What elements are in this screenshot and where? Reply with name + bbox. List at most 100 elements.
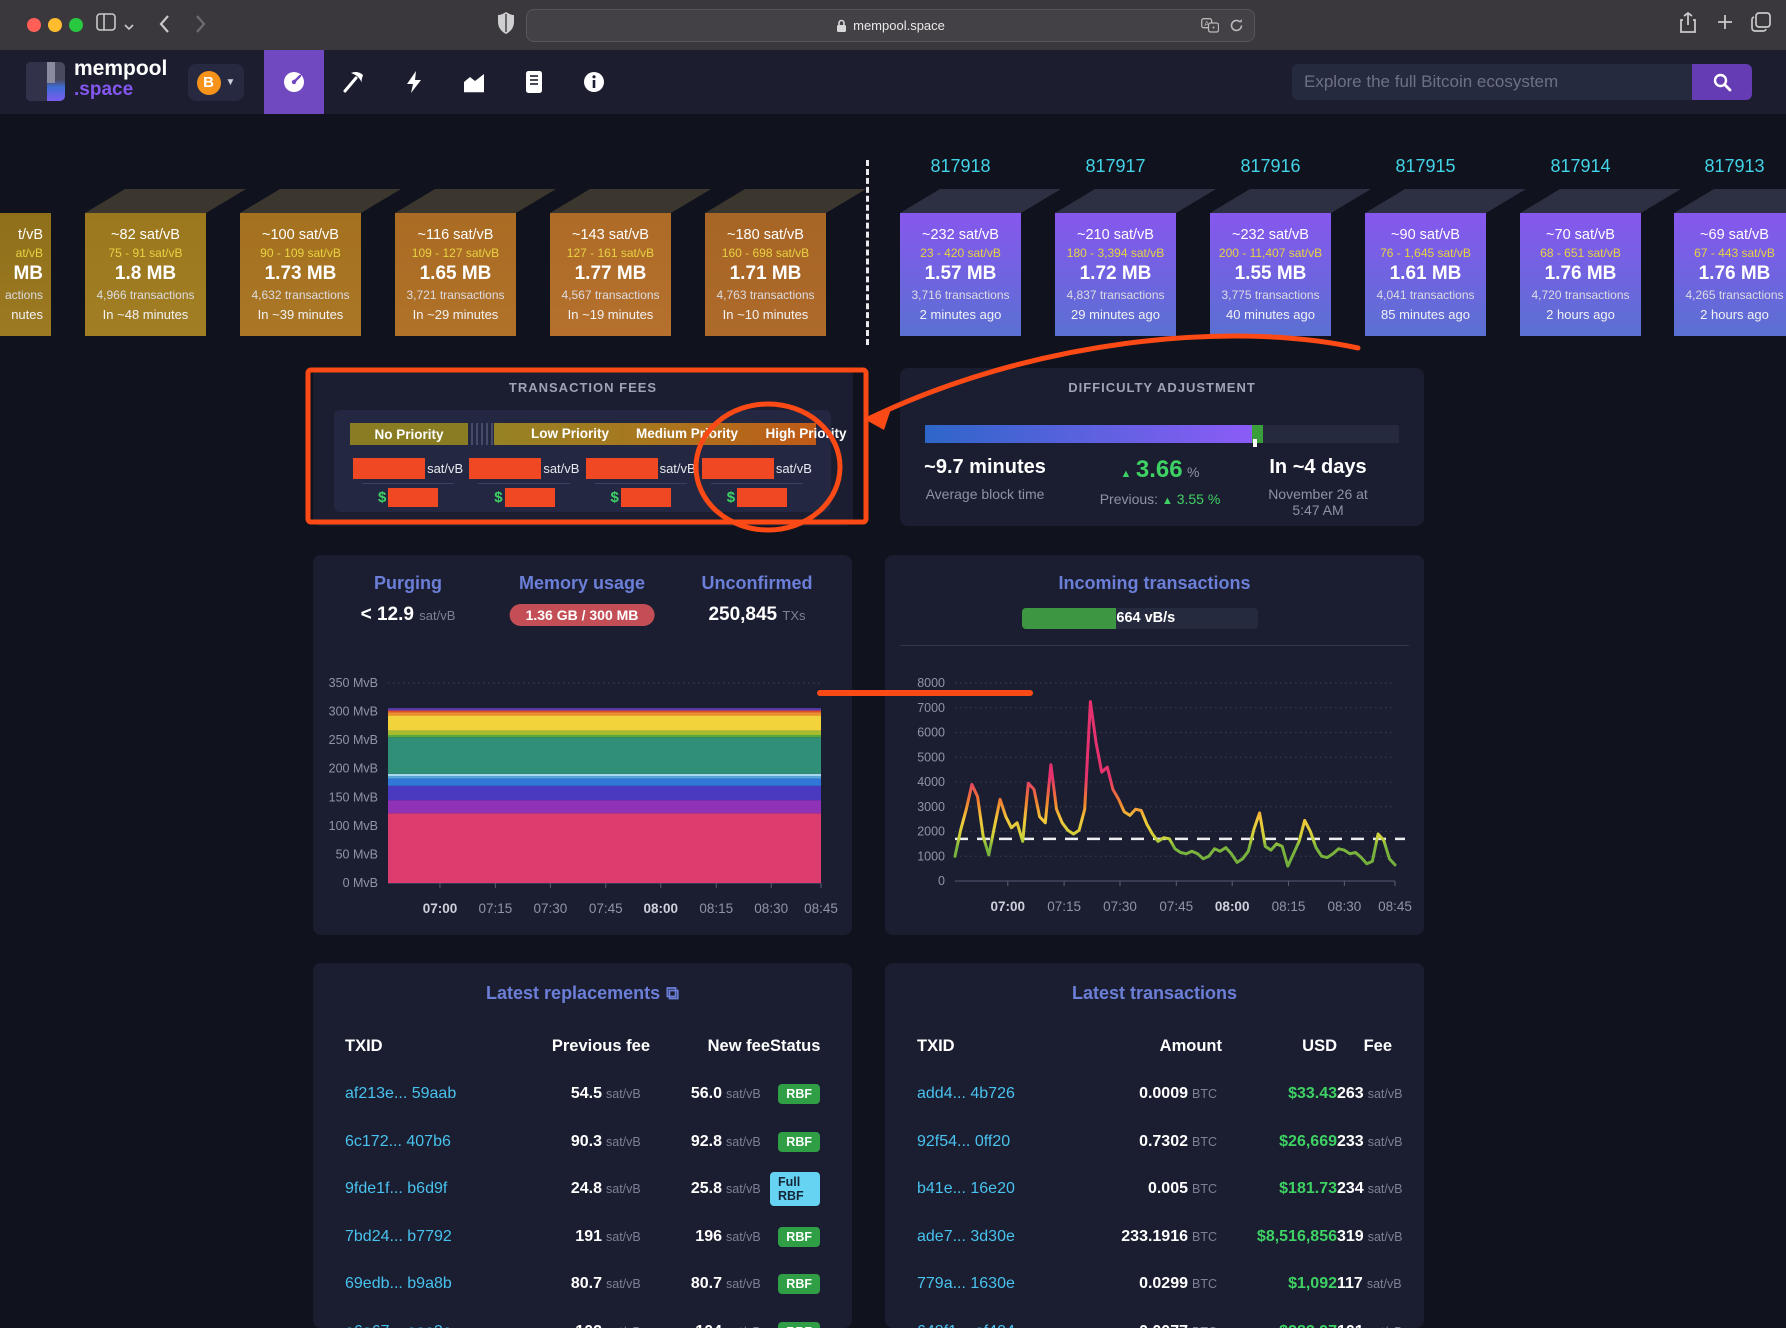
txid-link[interactable]: 6c172... 407b6 bbox=[345, 1132, 451, 1150]
brand-text[interactable]: mempool .space bbox=[74, 57, 167, 100]
mined-block[interactable]: ~70 sat/vB 68 - 651 sat/vB 1.76 MB 4,720… bbox=[1520, 189, 1681, 336]
translate-icon[interactable]: A bbox=[1201, 18, 1219, 33]
tab-lightning[interactable] bbox=[384, 50, 444, 114]
table-row[interactable]: 9fde1f... b6d9f 24.8 sat/vB 25.8 sat/vB Fu… bbox=[345, 1166, 820, 1214]
block-height-link[interactable]: 817915 bbox=[1395, 156, 1456, 176]
forward-icon[interactable] bbox=[195, 14, 207, 39]
svg-text:350 MvB: 350 MvB bbox=[329, 676, 378, 690]
svg-text:08:15: 08:15 bbox=[1272, 899, 1306, 914]
incoming-title[interactable]: Incoming transactions bbox=[1058, 573, 1251, 593]
pending-block[interactable]: ~100 sat/vB 90 - 109 sat/vB 1.73 MB 4,63… bbox=[240, 189, 401, 336]
status-badge: Full RBF bbox=[770, 1172, 820, 1207]
tab-graphs[interactable] bbox=[444, 50, 504, 114]
table-row[interactable]: 69edb... b9a8b 80.7 sat/vB 80.7 sat/vB RBF bbox=[345, 1261, 820, 1309]
area-chart-icon bbox=[464, 74, 484, 93]
tabs-overview-icon[interactable] bbox=[1751, 12, 1771, 37]
txid-link[interactable]: 69edb... b9a8b bbox=[345, 1275, 452, 1293]
table-row[interactable]: 648f1... ef404 0.0077BTC $282.97 101sat/… bbox=[917, 1308, 1402, 1328]
nav-tabs bbox=[264, 50, 624, 114]
txid-link[interactable]: 9fde1f... b6d9f bbox=[345, 1180, 448, 1198]
share-icon[interactable] bbox=[1679, 11, 1697, 39]
mined-block[interactable]: ~210 sat/vB 180 - 3,394 sat/vB 1.72 MB 4… bbox=[1055, 189, 1216, 336]
redaction-box bbox=[585, 458, 658, 479]
sidebar-icon[interactable] bbox=[96, 13, 116, 36]
block-height-link[interactable]: 817916 bbox=[1240, 156, 1301, 176]
table-row[interactable]: 92f54... 0ff20 0.7302 BTC $26,669 233 sat/… bbox=[917, 1132, 1403, 1150]
tab-dashboard[interactable] bbox=[264, 50, 324, 114]
mempool-logo[interactable] bbox=[26, 62, 65, 101]
replacements-title[interactable]: Latest replacements ⧉ bbox=[313, 983, 852, 1004]
block-eta: In ~19 minutes bbox=[567, 307, 654, 322]
table-row[interactable]: e6a67... eaa3c 102sat/vB 104sat/vB RBF bbox=[345, 1308, 820, 1328]
incoming-rate-chart[interactable]: 0 1000 2000 3000 4000 5000 6000 7000 8000 07:00 07… bbox=[885, 555, 1424, 935]
fee-estimate-low-priority: sat/vB $ bbox=[466, 458, 582, 507]
chevron-down-icon[interactable] bbox=[124, 18, 134, 36]
txid-link[interactable]: 92f54... 0ff20 bbox=[917, 1132, 1011, 1150]
pickaxe-icon bbox=[343, 71, 363, 93]
minimize-window-button[interactable] bbox=[48, 18, 62, 32]
currency-symbol: $ bbox=[726, 489, 736, 506]
pending-block[interactable]: ~143 sat/vB 127 - 161 sat/vB 1.77 MB 4,5… bbox=[550, 189, 711, 336]
shield-icon[interactable] bbox=[497, 11, 515, 40]
block-height-link[interactable]: 817917 bbox=[1085, 156, 1146, 176]
block-height-link[interactable]: 817914 bbox=[1550, 156, 1611, 176]
network-dropdown[interactable]: B ▼ bbox=[188, 64, 244, 101]
block-height-link[interactable]: 817918 bbox=[930, 156, 991, 176]
transactions-title[interactable]: Latest transactions bbox=[1071, 983, 1238, 1003]
txid-link[interactable]: 779a... 1630e bbox=[917, 1275, 1015, 1293]
unconfirmed-label[interactable]: Unconfirmed bbox=[701, 573, 813, 593]
txid-link[interactable]: 7bd24... b7792 bbox=[345, 1227, 452, 1245]
tab-docs[interactable] bbox=[504, 50, 564, 114]
close-window-button[interactable] bbox=[27, 18, 41, 32]
url-bar[interactable]: mempool.space A bbox=[526, 9, 1255, 42]
tab-mining[interactable] bbox=[324, 50, 384, 114]
new-tab-icon[interactable] bbox=[1716, 13, 1734, 36]
mined-block[interactable]: ~232 sat/vB 23 - 420 sat/vB 1.57 MB 3,71… bbox=[900, 189, 1061, 336]
purging-unit: sat/vB bbox=[419, 608, 456, 623]
block-size: 1.76 MB bbox=[1698, 263, 1771, 284]
table-row[interactable]: 779a... 1630e 0.0299 BTC $1,092 117 sat/vB bbox=[917, 1275, 1402, 1293]
block-height-link[interactable]: 817913 bbox=[1704, 156, 1765, 176]
pending-block-partial[interactable]: t/vB at/vB MB actions nutes bbox=[0, 213, 51, 336]
txid-link[interactable]: b41e... 16e20 bbox=[917, 1180, 1015, 1198]
purging-label[interactable]: Purging bbox=[373, 573, 442, 593]
block-eta: nutes bbox=[11, 307, 43, 322]
difficulty-adjustment-card: DIFFICULTY ADJUSTMENT ~9.7 minutes Avera… bbox=[900, 368, 1424, 526]
table-row[interactable]: 7bd24... b7792 191 sat/vB 196 sat/vB RBF bbox=[345, 1213, 820, 1261]
mined-block[interactable]: ~232 sat/vB 200 - 11,407 sat/vB 1.55 MB … bbox=[1210, 189, 1371, 336]
block-roof bbox=[900, 189, 1061, 213]
mined-block[interactable]: ~90 sat/vB 76 - 1,645 sat/vB 1.61 MB 4,0… bbox=[1365, 189, 1526, 336]
txid-link[interactable]: e6a67... eaa3c bbox=[345, 1323, 515, 1328]
mempool-size-chart[interactable]: 0 MvB 50 MvB 100 MvB 150 MvB 200 MvB 250 MvB 3… bbox=[313, 555, 852, 935]
memory-label[interactable]: Memory usage bbox=[518, 573, 646, 593]
block-fee-range: 200 - 11,407 sat/vB bbox=[1218, 246, 1323, 260]
pending-block[interactable]: ~82 sat/vB 75 - 91 sat/vB 1.8 MB 4,966 t… bbox=[85, 189, 246, 336]
txid-link[interactable]: 648f1... ef404 bbox=[917, 1323, 1067, 1328]
search-button[interactable] bbox=[1692, 64, 1752, 100]
zoom-window-button[interactable] bbox=[69, 18, 83, 32]
lock-icon bbox=[837, 19, 847, 32]
table-row[interactable]: ade7... 3d30e 233.1916 BTC $8,516,856 319… bbox=[917, 1227, 1403, 1245]
up-arrow-icon: ▲ bbox=[1161, 495, 1173, 507]
block-eta: In ~29 minutes bbox=[412, 307, 499, 322]
search-input[interactable] bbox=[1292, 64, 1692, 100]
mined-block[interactable]: ~69 sat/vB 67 - 443 sat/vB 1.76 MB 4,265… bbox=[1674, 189, 1786, 336]
txid-link[interactable]: af213e... 59aab bbox=[345, 1085, 457, 1103]
back-icon[interactable] bbox=[158, 14, 170, 39]
table-row[interactable]: 6c172... 407b6 90.3 sat/vB 92.8 sat/vB RBF bbox=[345, 1118, 820, 1166]
chain-tip-divider bbox=[866, 160, 869, 345]
block-median-fee: ~70 sat/vB bbox=[1546, 227, 1615, 243]
bitcoin-icon: B bbox=[196, 70, 221, 95]
block-roof bbox=[1520, 189, 1681, 213]
block-roof bbox=[1365, 189, 1526, 213]
pending-block[interactable]: ~116 sat/vB 109 - 127 sat/vB 1.65 MB 3,7… bbox=[395, 189, 556, 336]
reload-icon[interactable] bbox=[1229, 18, 1244, 33]
tab-about[interactable] bbox=[564, 50, 624, 114]
table-row[interactable]: af213e... 59aab 54.5 sat/vB 56.0 sat/vB RB… bbox=[345, 1071, 820, 1119]
pending-block[interactable]: ~180 sat/vB 160 - 698 sat/vB 1.71 MB 4,7… bbox=[705, 189, 866, 336]
table-row[interactable]: b41e... 16e20 0.005 BTC $181.73 234 sat/vB bbox=[917, 1180, 1403, 1198]
txid-link[interactable]: add4... 4b726 bbox=[917, 1085, 1015, 1103]
status-badge: RBF bbox=[778, 1131, 820, 1152]
txid-link[interactable]: ade7... 3d30e bbox=[917, 1227, 1015, 1245]
table-row[interactable]: add4... 4b726 0.0009 BTC $33.43 263 sat/vB bbox=[917, 1085, 1403, 1103]
